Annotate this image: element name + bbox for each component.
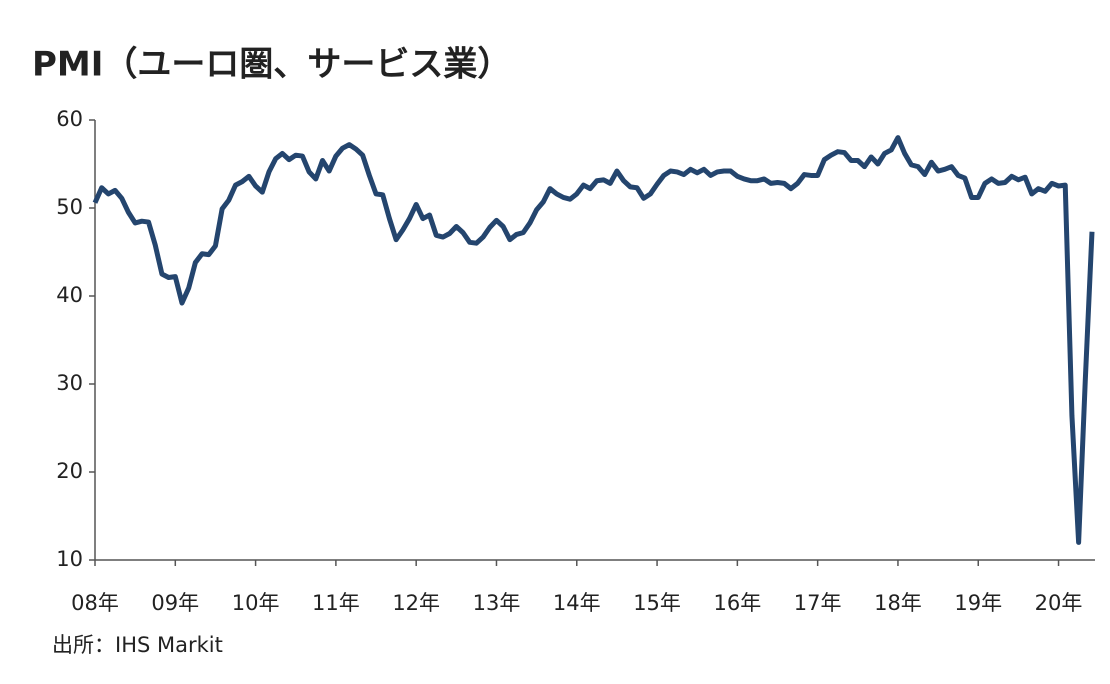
x-tick-label: 15年 (633, 591, 681, 615)
x-tick-label: 12年 (392, 591, 440, 615)
x-tick-label: 09年 (151, 591, 199, 615)
y-tick-label: 10 (56, 547, 83, 571)
line (92, 135, 1095, 545)
chart-title: PMI（ユーロ圏、サービス業） (32, 45, 511, 85)
x-tick-label: 13年 (473, 591, 521, 615)
x-tick-label: 19年 (954, 591, 1002, 615)
x-tick-label: 17年 (794, 591, 842, 615)
x-tick-label: 16年 (713, 591, 761, 615)
x-tick-label: 14年 (553, 591, 601, 615)
x-tick-label: 18年 (874, 591, 922, 615)
y-tick-label: 20 (56, 459, 83, 483)
y-tick-label: 30 (56, 371, 83, 395)
y-tick-label: 60 (56, 107, 83, 131)
y-tick-label: 40 (56, 283, 83, 307)
x-tick-label: 20年 (1035, 591, 1083, 615)
source: 出所：IHS Markit (52, 633, 223, 657)
x-tick-label: 08年 (71, 591, 119, 615)
x-tick-label: 11年 (312, 591, 360, 615)
x-tick-label: 10年 (232, 591, 280, 615)
y-tick-label: 50 (56, 195, 83, 219)
